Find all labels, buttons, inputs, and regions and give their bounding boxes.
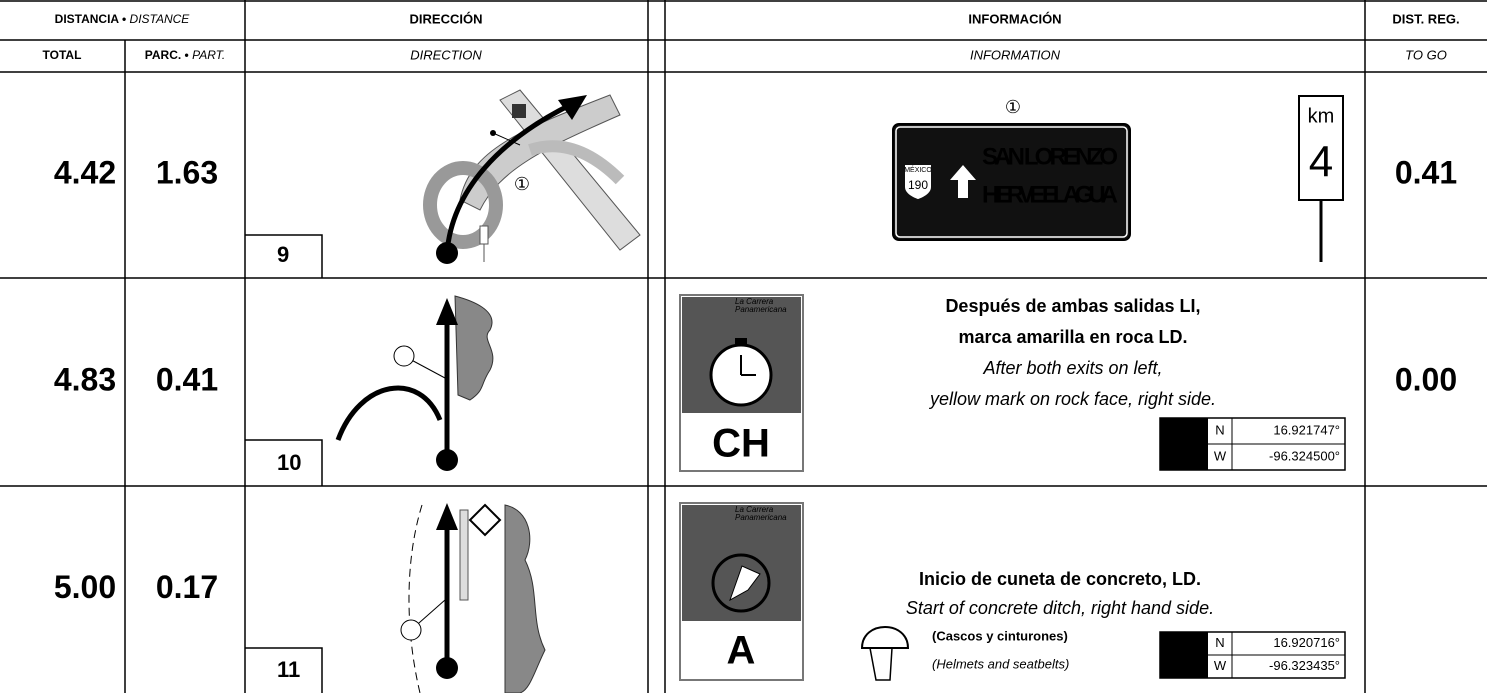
header-partial: PARC. • PART. [145,48,225,62]
header-to-go: TO GO [1405,47,1447,62]
instruction-number: 11 [277,657,300,682]
card-title: La Carrera [735,505,774,514]
shield-number: 190 [908,178,928,192]
note-es: (Cascos y cinturones) [932,628,1068,643]
partial-distance: 0.17 [156,569,218,605]
header-total: TOTAL [43,48,82,62]
sign-marker: ① [1005,97,1021,117]
header-part: PART. [192,48,225,62]
stage-card [679,294,804,472]
instruction-en: yellow mark on rock face, right side. [928,389,1216,409]
distance-to-go: 0.00 [1395,361,1457,397]
instruction-es: Después de ambas salidas LI, [945,296,1200,316]
gps-label: GPS [1169,435,1199,451]
gps-w-label: W [1214,448,1227,463]
gps-n: 16.921747° [1273,422,1340,437]
header-distance: DISTANCIA • DISTANCE [55,12,191,26]
junction-diagram [423,89,641,264]
sign-line: HIERVE EL AGUA [982,181,1118,208]
gps-label: GPS [1169,646,1199,662]
stage-card [679,502,804,681]
gps-n-label: N [1215,635,1224,650]
card-title: Panamericana [735,305,787,314]
instruction-en: Start of concrete ditch, right hand side… [906,598,1214,618]
train-icon [512,104,526,118]
card-code: CH [712,422,770,466]
header-information-en: INFORMATION [970,47,1061,62]
total-distance: 5.00 [54,569,116,605]
card-code: A [727,629,756,673]
instruction-number: 10 [277,450,301,475]
km-post [1298,95,1344,201]
header-dist-reg: DIST. REG. [1392,11,1459,26]
ditch-diagram [400,503,546,693]
card-title: Panamericana [735,513,787,522]
partial-distance: 1.63 [156,154,218,190]
total-distance: 4.83 [54,361,116,397]
instruction-es: marca amarilla en roca LD. [958,327,1187,347]
gps-n-label: N [1215,422,1224,437]
total-distance: 4.42 [54,154,116,190]
distance-to-go: 0.41 [1395,154,1457,190]
instruction-en: After both exits on left, [982,358,1162,378]
road-sign [892,123,1131,241]
header-direction-en: DIRECTION [410,47,482,62]
sign-line: SAN LORENZO [982,143,1118,170]
partial-distance: 0.41 [156,361,218,397]
exit-diagram [335,295,494,471]
instruction-es: Inicio de cuneta de concreto, LD. [919,569,1201,589]
gps-w: -96.323435° [1269,658,1340,673]
helmet-icon [860,626,910,681]
gps-w-label: W [1214,658,1227,673]
instruction-number: 9 [277,242,289,267]
gps-n: 16.920716° [1273,635,1340,650]
header-part: DISTANCIA • [55,12,130,26]
diagram-marker: ① [514,174,530,194]
km-unit: km [1308,105,1335,127]
note-en: (Helmets and seatbelts) [932,656,1069,671]
header-direction: DIRECCIÓN [410,11,483,26]
header-part: DISTANCE [130,12,191,26]
header-information: INFORMACIÓN [968,11,1061,26]
header-part: PARC. • [145,48,192,62]
shield-top: MÉXICO [904,165,932,174]
card-title: La Carrera [735,297,774,306]
km-value: 4 [1309,138,1333,187]
gps-w: -96.324500° [1269,448,1340,463]
